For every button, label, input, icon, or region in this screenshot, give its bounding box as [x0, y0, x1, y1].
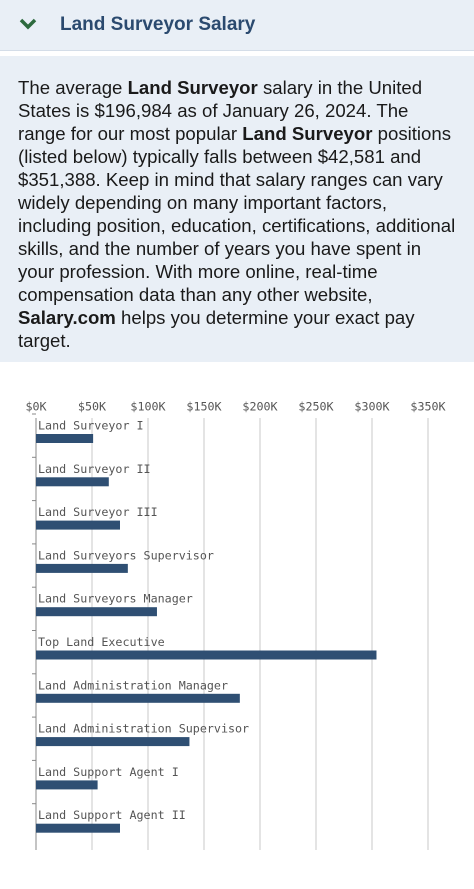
x-tick-label: $100K: [130, 400, 165, 414]
x-tick-label: $50K: [78, 400, 106, 414]
bar: [36, 477, 109, 487]
intro-panel: The average Land Surveyor salary in the …: [0, 56, 474, 362]
category-label: Land Administration Manager: [38, 678, 228, 692]
x-tick-label: $250K: [298, 400, 333, 414]
bar: [36, 780, 98, 790]
bar: [36, 520, 120, 530]
text: The average: [18, 77, 128, 98]
chart: $0K $50K $100K $150K $200K $250K $300K $350K Lan…: [25, 400, 446, 850]
category-label: Land Surveyor I: [38, 419, 144, 433]
bar: [36, 607, 157, 617]
x-tick-label: $0K: [25, 400, 46, 414]
section-title: Land Surveyor Salary: [60, 14, 256, 35]
x-tick-label: $150K: [186, 400, 221, 414]
section-header[interactable]: Land Surveyor Salary: [0, 0, 474, 51]
category-label: Land Support Agent II: [38, 808, 186, 822]
category-label: Land Administration Supervisor: [38, 722, 249, 736]
x-tick-label: $200K: [242, 400, 277, 414]
bar: [36, 737, 190, 747]
category-label: Land Surveyors Supervisor: [38, 548, 214, 562]
chevron-icon: [19, 18, 37, 30]
category-label: Land Support Agent I: [38, 765, 179, 779]
text: salary in the United States is $196,984 …: [18, 77, 423, 144]
category-label: Land Surveyor III: [38, 505, 158, 519]
category-label: Top Land Executive: [38, 635, 165, 649]
bar: [36, 563, 128, 573]
bar: [36, 693, 240, 703]
category-label: Land Surveyors Manager: [38, 592, 193, 606]
bar: [36, 823, 120, 833]
text: positions (listed below) typically falls…: [18, 123, 456, 305]
x-tick-label: $350K: [410, 400, 445, 414]
bar: [36, 650, 377, 660]
x-tick-label: $300K: [354, 400, 389, 414]
intro-text: The average Land Surveyor salary in the …: [18, 76, 458, 352]
category-label: Land Surveyor II: [38, 462, 151, 476]
bar: [36, 434, 94, 443]
bold-text: Land Surveyor: [242, 123, 373, 144]
text: helps you determine your exact pay targe…: [18, 307, 415, 351]
bold-text: Salary.com: [18, 307, 116, 328]
bold-text: Land Surveyor: [127, 77, 258, 98]
